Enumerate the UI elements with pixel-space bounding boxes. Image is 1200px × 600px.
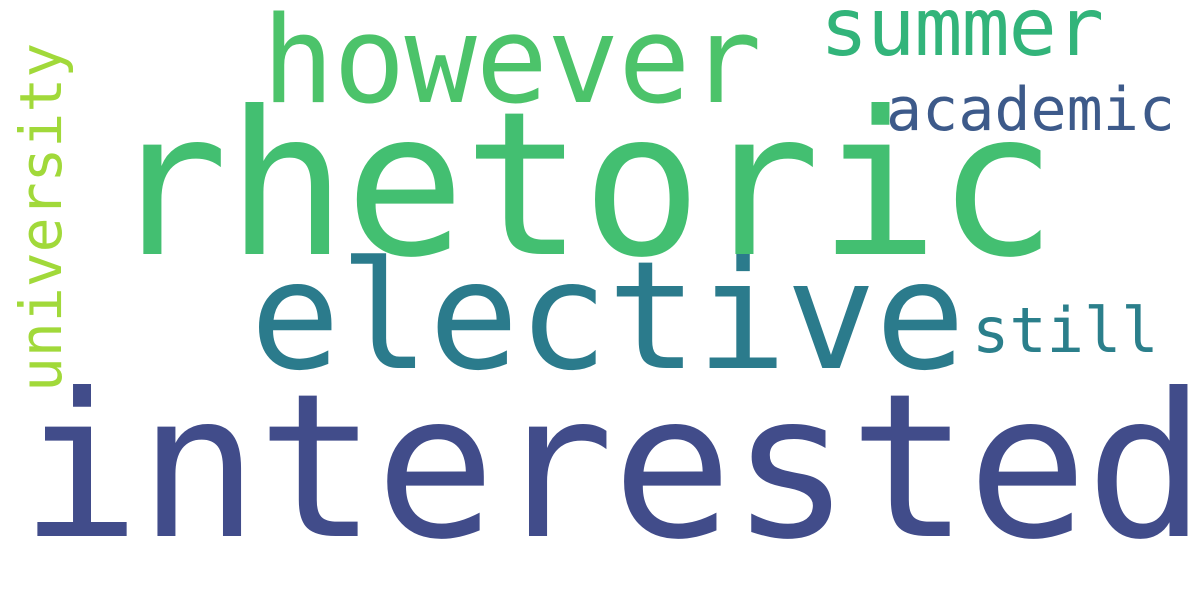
word-still: still <box>972 294 1159 367</box>
word-interested: interested <box>20 351 1200 584</box>
word-summer: summer <box>820 0 1104 74</box>
word-university: university <box>7 42 75 392</box>
word-elective: elective <box>250 230 965 404</box>
word-academic: academic <box>886 75 1175 145</box>
word-rhetoric: rhetoric <box>108 69 1057 302</box>
word-however: however <box>262 0 762 131</box>
